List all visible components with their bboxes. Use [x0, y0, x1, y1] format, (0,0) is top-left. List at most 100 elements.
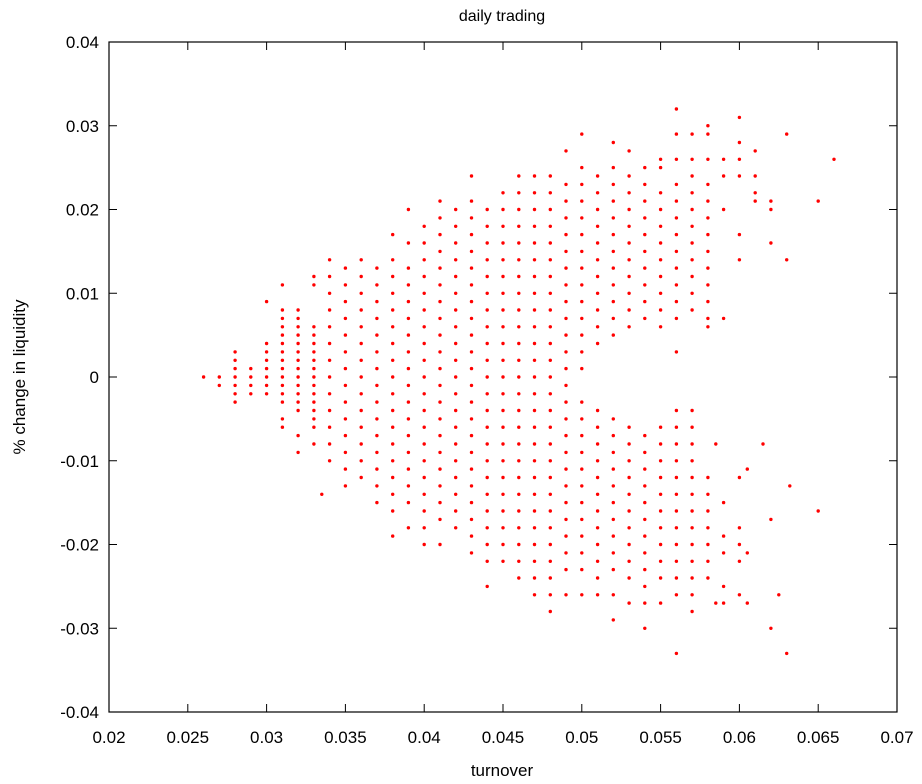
- data-point: [532, 576, 537, 580]
- data-point: [469, 249, 474, 254]
- data-point: [611, 567, 615, 572]
- data-point: [580, 165, 584, 170]
- data-point: [249, 375, 253, 379]
- data-point: [327, 358, 332, 362]
- data-point: [422, 341, 426, 346]
- data-point: [690, 174, 694, 178]
- data-point: [532, 559, 537, 563]
- data-point: [580, 400, 584, 404]
- data-point: [627, 509, 631, 513]
- data-point: [517, 542, 521, 547]
- data-point: [580, 266, 584, 270]
- data-point: [580, 182, 584, 187]
- data-point: [359, 392, 363, 396]
- data-point: [564, 567, 568, 572]
- data-point: [714, 601, 718, 605]
- data-point: [454, 392, 458, 396]
- data-point: [233, 366, 237, 371]
- data-point: [485, 559, 489, 563]
- data-point: [343, 467, 348, 471]
- data-point: [595, 593, 600, 597]
- data-point: [280, 375, 285, 379]
- data-point: [658, 459, 663, 463]
- data-point: [658, 442, 663, 446]
- data-point: [674, 475, 679, 480]
- data-point: [611, 232, 615, 237]
- data-point: [469, 517, 474, 522]
- data-point: [580, 316, 584, 321]
- data-point: [375, 366, 379, 371]
- data-point: [611, 517, 615, 522]
- data-point: [422, 459, 426, 463]
- data-point: [548, 475, 552, 480]
- data-point: [548, 559, 552, 563]
- data-point: [359, 325, 363, 329]
- data-point: [312, 333, 316, 337]
- data-point: [658, 526, 663, 530]
- data-point: [674, 492, 679, 496]
- data-point: [375, 283, 379, 287]
- data-point: [580, 199, 584, 203]
- data-point: [564, 484, 568, 488]
- data-point: [548, 392, 552, 396]
- data-point: [532, 392, 537, 396]
- data-point: [201, 375, 206, 379]
- data-point: [643, 216, 647, 220]
- data-point: [312, 274, 316, 279]
- data-point: [280, 341, 285, 346]
- data-point: [721, 601, 726, 605]
- data-point: [359, 408, 363, 413]
- data-point: [580, 333, 584, 337]
- data-point: [312, 341, 316, 346]
- data-point: [327, 341, 332, 346]
- data-point: [643, 467, 647, 471]
- data-point: [627, 191, 631, 195]
- data-point: [706, 157, 710, 161]
- data-point: [706, 559, 710, 563]
- data-point: [296, 308, 300, 312]
- data-point: [406, 500, 411, 505]
- data-point: [280, 417, 285, 421]
- data-point: [674, 651, 679, 656]
- data-point: [690, 191, 694, 195]
- data-point: [627, 526, 631, 530]
- data-point: [485, 224, 489, 228]
- y-tick-label: 0.04: [66, 33, 99, 52]
- data-point: [280, 350, 285, 354]
- data-point: [548, 593, 552, 597]
- data-point: [454, 408, 458, 413]
- data-point: [658, 325, 663, 329]
- data-point: [438, 383, 442, 388]
- data-point: [564, 316, 568, 321]
- data-point: [658, 601, 663, 605]
- data-point: [391, 232, 395, 237]
- data-point: [706, 124, 710, 128]
- data-point: [280, 425, 285, 429]
- data-point: [690, 224, 694, 228]
- data-point: [343, 333, 348, 337]
- data-point: [643, 601, 647, 605]
- data-point: [745, 467, 749, 471]
- data-point: [627, 576, 631, 580]
- data-point: [422, 224, 426, 228]
- data-point: [548, 509, 552, 513]
- data-point: [548, 341, 552, 346]
- data-point: [296, 383, 300, 388]
- data-point: [627, 325, 631, 329]
- data-point: [501, 375, 505, 379]
- data-point: [296, 316, 300, 321]
- data-point: [737, 475, 742, 480]
- data-point: [327, 274, 332, 279]
- data-point: [690, 475, 694, 480]
- data-point: [438, 299, 442, 304]
- data-point: [280, 400, 285, 404]
- data-point: [501, 191, 505, 195]
- data-point: [469, 333, 474, 337]
- data-point: [674, 593, 679, 597]
- data-point: [643, 517, 647, 522]
- data-point: [548, 308, 552, 312]
- data-point: [438, 216, 442, 220]
- data-point: [469, 383, 474, 388]
- y-tick-label: -0.01: [60, 452, 99, 471]
- data-point: [454, 459, 458, 463]
